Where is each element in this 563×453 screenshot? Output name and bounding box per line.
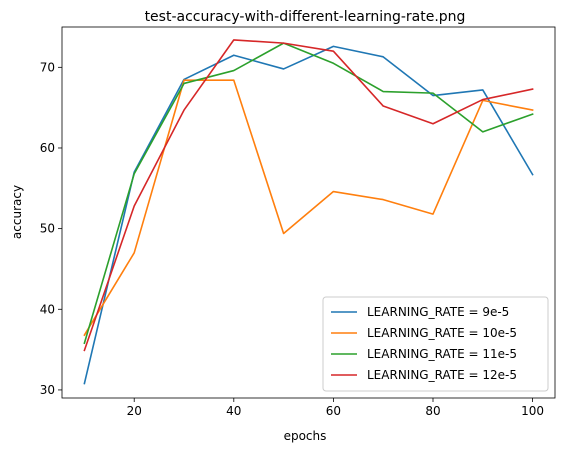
legend-label-1: LEARNING_RATE = 10e-5 <box>367 326 517 340</box>
y-tick-label: 50 <box>40 222 55 236</box>
legend: LEARNING_RATE = 9e-5 LEARNING_RATE = 10e-… <box>323 297 548 391</box>
y-tick-label: 40 <box>40 302 55 316</box>
x-axis-label: epochs <box>284 429 327 443</box>
x-tick-label: 80 <box>425 404 440 418</box>
legend-label-2: LEARNING_RATE = 11e-5 <box>367 347 517 361</box>
x-tick-label: 20 <box>127 404 142 418</box>
x-tick-label: 100 <box>521 404 544 418</box>
chart-title: test-accuracy-with-different-learning-ra… <box>145 9 466 25</box>
y-tick-label: 60 <box>40 141 55 155</box>
y-tick-label: 30 <box>40 383 55 397</box>
x-axis-ticks: 20 40 60 80 100 <box>127 398 544 418</box>
legend-label-0: LEARNING_RATE = 9e-5 <box>367 305 509 319</box>
y-axis-ticks: 30 40 50 60 70 <box>40 60 62 397</box>
y-tick-label: 70 <box>40 60 55 74</box>
x-tick-label: 40 <box>226 404 241 418</box>
x-tick-label: 60 <box>326 404 341 418</box>
legend-label-3: LEARNING_RATE = 12e-5 <box>367 368 517 382</box>
y-axis-label: accuracy <box>10 185 24 239</box>
